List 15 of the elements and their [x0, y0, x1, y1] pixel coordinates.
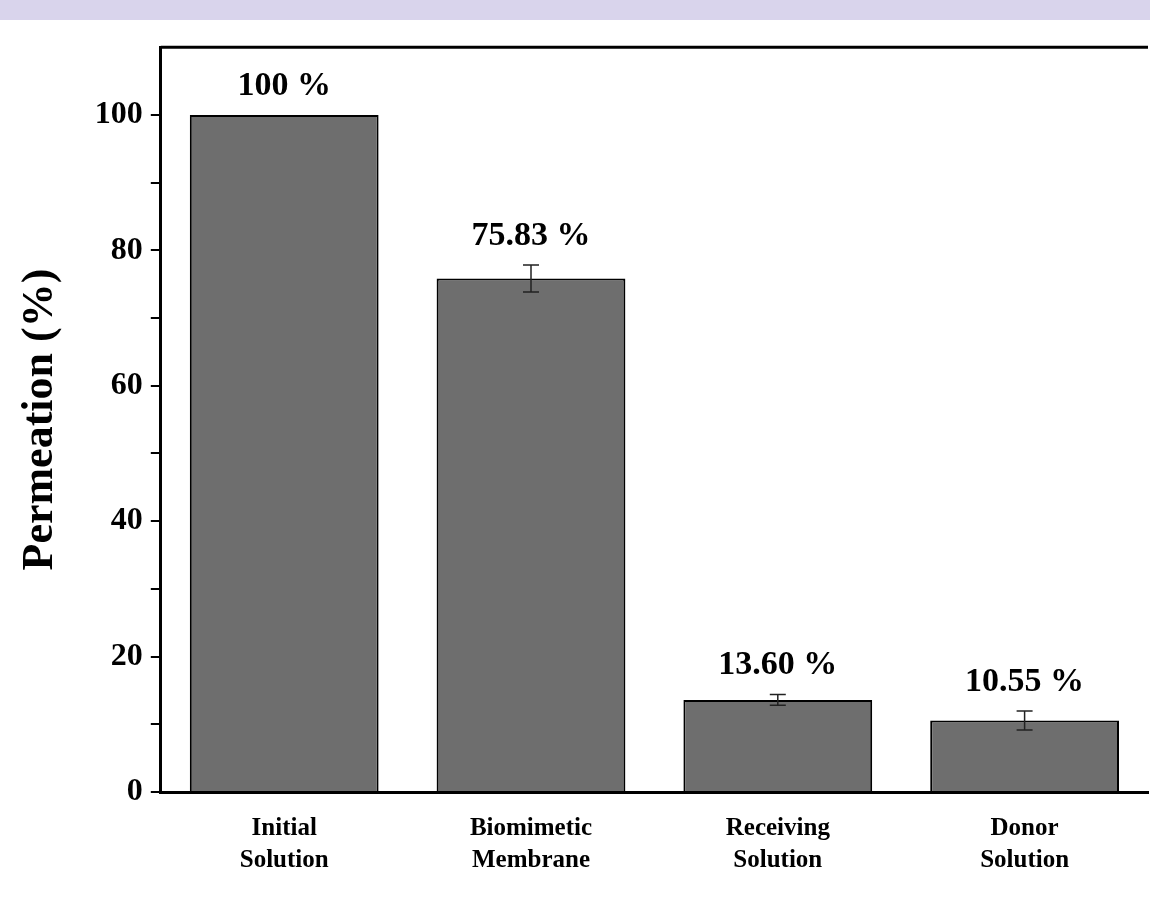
y-tick-label: 100 — [94, 94, 143, 131]
data-label: 10.55 % — [965, 660, 1085, 698]
data-label: 75.83 % — [471, 214, 591, 252]
data-label: 100 % — [237, 64, 331, 102]
y-tick-label: 80 — [110, 229, 143, 266]
x-tick-label: Initial Solution — [239, 812, 329, 873]
y-tick-label: 20 — [110, 635, 143, 672]
x-tick-label: Biomimetic Membrane — [469, 812, 593, 873]
y-axis-title: Permeation (%) — [12, 268, 62, 571]
x-tick-label: Donor Solution — [980, 812, 1070, 873]
data-label: 13.60 % — [718, 644, 838, 682]
y-tick-label: 60 — [110, 365, 143, 402]
x-tick-label: Receiving Solution — [725, 812, 831, 873]
y-tick-label: 0 — [126, 771, 143, 808]
y-tick-label: 40 — [110, 500, 143, 537]
